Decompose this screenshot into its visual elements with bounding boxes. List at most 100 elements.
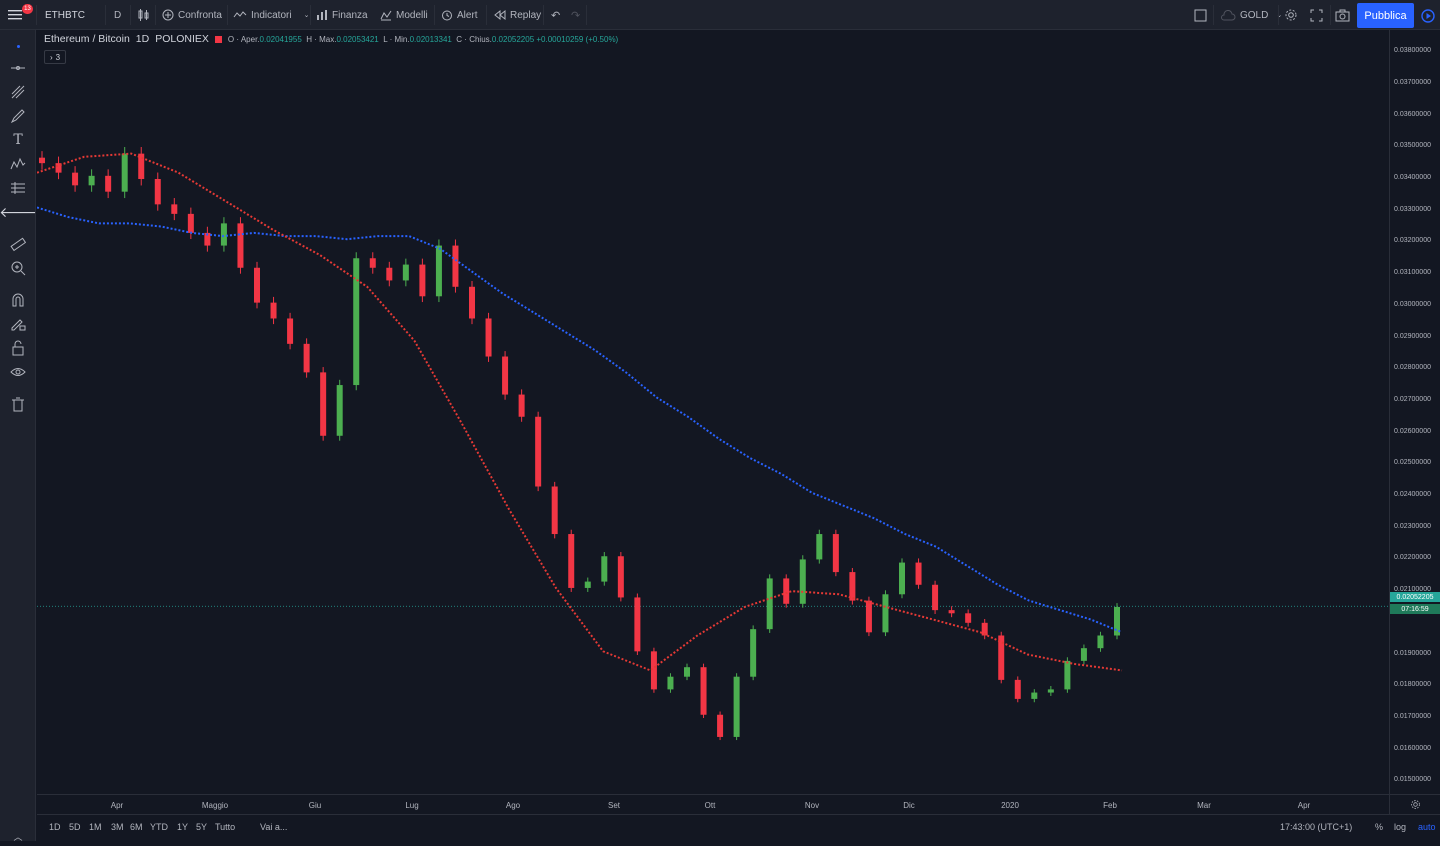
candle-body: [981, 622, 988, 636]
goto-date-button[interactable]: Vai a...: [260, 822, 288, 832]
price-tick-label: 0.01800000: [1394, 681, 1431, 689]
range-button[interactable]: 5D: [69, 822, 81, 832]
redo-button[interactable]: ↷: [571, 0, 580, 30]
range-button[interactable]: 5Y: [196, 822, 208, 832]
hide-drawings-tool[interactable]: [8, 362, 28, 382]
undo-button[interactable]: ↶: [551, 0, 560, 30]
candle-body: [584, 581, 591, 588]
candle-body: [39, 157, 45, 164]
candle-body: [1031, 692, 1038, 699]
auto-scale-button[interactable]: auto: [1418, 822, 1436, 832]
legend-interval: 1D: [135, 33, 150, 45]
cloud-icon: [1221, 9, 1236, 20]
magnet-tool[interactable]: [8, 290, 28, 310]
fib-tool[interactable]: [8, 82, 28, 102]
price-tick-label: 0.03700000: [1394, 78, 1431, 86]
settings-button[interactable]: [1284, 0, 1298, 30]
close-value: 0.02052205: [491, 34, 535, 44]
alert-label: Alert: [457, 9, 478, 21]
drawing-toolbar: T 🡐 ︿: [0, 30, 37, 842]
menu-button[interactable]: [8, 0, 24, 30]
time-tick-label: Apr: [1297, 801, 1311, 810]
indicators-button[interactable]: Indicatori ⌄: [233, 0, 309, 30]
chart-type-button[interactable]: [137, 0, 151, 30]
prediction-tool[interactable]: [8, 178, 28, 198]
delete-drawings-tool[interactable]: [8, 394, 28, 414]
divider: [543, 5, 544, 25]
fullscreen-button[interactable]: [1310, 0, 1323, 30]
candle-body: [948, 610, 955, 614]
ohlc-values: O · Aper.0.02041955 H · Max.0.02053421 L…: [227, 34, 619, 44]
price-chart[interactable]: [37, 30, 1389, 794]
trend-line-tool[interactable]: [8, 58, 28, 78]
divider: [36, 5, 37, 25]
back-button[interactable]: 🡐: [0, 202, 37, 222]
range-button[interactable]: Tutto: [215, 822, 236, 832]
time-tick-label: Apr: [110, 801, 124, 810]
replay-button[interactable]: Replay: [494, 0, 541, 30]
candle-body: [1097, 635, 1104, 649]
pen-icon: [10, 109, 25, 124]
time-axis[interactable]: Apr Maggio Giu Lug Ago Set Ott Nov Dic 2020 Feb Mar…: [37, 794, 1389, 814]
play-button[interactable]: [1417, 3, 1439, 28]
divider: [155, 5, 156, 25]
lock-drawings-tool[interactable]: [8, 338, 28, 358]
alarm-clock-icon: [442, 10, 452, 21]
brush-tool[interactable]: [8, 106, 28, 126]
candle-body: [634, 597, 641, 652]
finance-button[interactable]: Finanza: [316, 0, 368, 30]
stay-drawing-tool[interactable]: [8, 314, 28, 334]
layout-button[interactable]: [1194, 0, 1207, 30]
range-button[interactable]: 1Y: [177, 822, 189, 832]
interval-button[interactable]: D: [114, 0, 121, 30]
candle-body: [353, 258, 360, 386]
countdown-tag: 07:16:59: [1390, 604, 1440, 614]
publish-button[interactable]: Pubblica: [1357, 3, 1414, 28]
candle-body: [121, 153, 128, 192]
measure-tool[interactable]: [8, 234, 28, 254]
range-button[interactable]: 6M: [130, 822, 143, 832]
axis-settings-button[interactable]: [1389, 794, 1440, 814]
snapshot-button[interactable]: [1335, 0, 1350, 30]
candle-body: [700, 667, 707, 715]
change-value: +0.00010259 (+0.50%): [536, 34, 619, 44]
percent-scale-button[interactable]: %: [1375, 822, 1384, 832]
pattern-icon: [10, 157, 26, 170]
templates-icon: [380, 10, 392, 21]
candle-body: [1014, 679, 1021, 699]
pattern-tool[interactable]: [8, 154, 28, 174]
alert-button[interactable]: Alert: [441, 0, 478, 30]
chevron-down-icon: ⌄: [303, 12, 310, 19]
divider: [1213, 5, 1214, 25]
range-button[interactable]: YTD: [150, 822, 168, 832]
divider: [586, 5, 587, 25]
candle-body: [518, 394, 525, 417]
templates-button[interactable]: Modelli: [380, 0, 428, 30]
log-scale-button[interactable]: log: [1394, 822, 1407, 832]
range-button[interactable]: 1D: [49, 822, 61, 832]
candle-body: [899, 562, 905, 595]
account-button[interactable]: GOLD ⌄: [1220, 0, 1282, 30]
divider: [227, 5, 228, 25]
gear-icon: [1410, 800, 1420, 809]
price-tick-label: 0.03000000: [1394, 300, 1431, 308]
crosshair-tool[interactable]: [8, 36, 28, 56]
text-tool[interactable]: T: [8, 130, 28, 150]
price-axis[interactable]: 0.03800000 0.03700000 0.03600000 0.03500000…: [1389, 30, 1440, 794]
compare-button[interactable]: Confronta: [162, 0, 222, 30]
redo-icon: ↷: [571, 9, 581, 22]
account-label: GOLD: [1240, 9, 1269, 21]
candle-body: [435, 245, 442, 297]
indicators-collapse-button[interactable]: › 3: [44, 50, 66, 64]
symbol-search[interactable]: ETHBTC: [45, 0, 85, 30]
clock-label[interactable]: 17:43:00 (UTC+1): [1280, 822, 1353, 832]
candle-body: [237, 223, 244, 268]
replay-label: Replay: [510, 9, 542, 21]
divider: [486, 5, 487, 25]
zoom-tool[interactable]: [8, 258, 28, 278]
range-button[interactable]: 3M: [111, 822, 124, 832]
divider: [310, 5, 311, 25]
range-button[interactable]: 1M: [89, 822, 102, 832]
text-icon: T: [13, 132, 23, 148]
toggle-toolbar-button[interactable]: ︿: [8, 826, 28, 846]
